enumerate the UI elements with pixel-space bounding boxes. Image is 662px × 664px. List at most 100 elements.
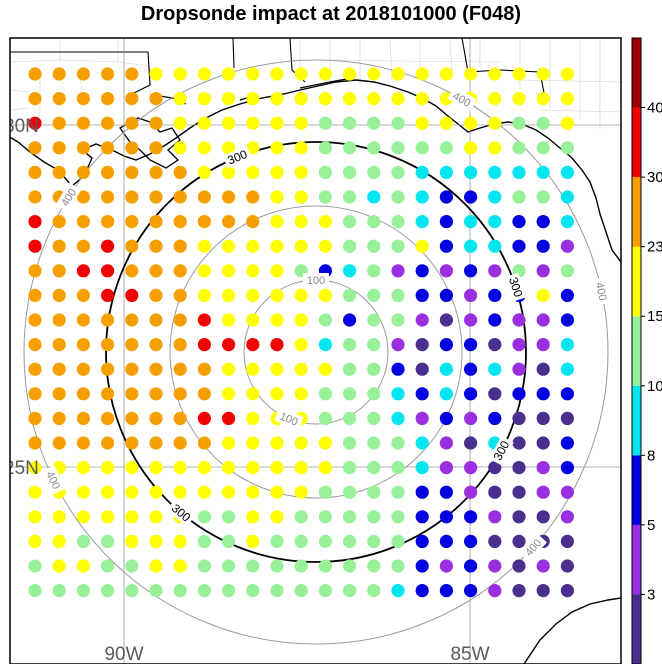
colorbar-label: 3 bbox=[647, 586, 655, 603]
impact-dot bbox=[101, 411, 115, 425]
impact-dot bbox=[488, 485, 502, 499]
impact-dot bbox=[367, 534, 381, 549]
impact-dot bbox=[391, 116, 405, 130]
impact-dot bbox=[101, 362, 115, 376]
impact-dot bbox=[415, 362, 429, 376]
impact-dot bbox=[367, 215, 381, 229]
impact-dot bbox=[28, 313, 42, 327]
impact-dot bbox=[52, 534, 66, 549]
impact-dot bbox=[439, 362, 453, 376]
impact-dot bbox=[173, 141, 187, 155]
impact-dot bbox=[560, 485, 575, 499]
impact-dot bbox=[512, 584, 526, 598]
impact-dot bbox=[173, 411, 187, 425]
impact-dot bbox=[439, 288, 453, 302]
impact-dot bbox=[149, 190, 163, 204]
impact-dot bbox=[343, 215, 357, 229]
impact-dot bbox=[149, 116, 163, 130]
impact-dot bbox=[246, 264, 260, 278]
impact-dot bbox=[270, 559, 284, 573]
impact-dot bbox=[101, 387, 115, 401]
impact-dot bbox=[52, 362, 66, 376]
impact-dot bbox=[367, 559, 381, 573]
impact-dot bbox=[76, 165, 90, 179]
impact-dot bbox=[343, 534, 357, 549]
impact-dot bbox=[28, 411, 42, 425]
impact-dot bbox=[76, 190, 90, 204]
impact-dot bbox=[28, 436, 42, 450]
impact-dot bbox=[149, 362, 163, 376]
impact-dot bbox=[197, 584, 211, 598]
impact-dot bbox=[294, 116, 308, 130]
impact-dot bbox=[76, 411, 90, 425]
impact-dot bbox=[173, 116, 187, 130]
impact-dot bbox=[222, 165, 236, 179]
impact-dot bbox=[415, 387, 429, 401]
ring-label-bg bbox=[166, 499, 196, 527]
impact-dot bbox=[149, 411, 163, 425]
impact-dot bbox=[512, 362, 526, 376]
impact-dot bbox=[125, 559, 139, 573]
impact-dot bbox=[343, 338, 357, 352]
impact-dot bbox=[415, 116, 429, 130]
impact-dot bbox=[415, 461, 429, 475]
impact-dot bbox=[173, 67, 187, 81]
impact-dot bbox=[270, 264, 284, 278]
impact-dot bbox=[28, 485, 42, 499]
impact-dot bbox=[125, 288, 139, 302]
impact-dot bbox=[318, 485, 332, 499]
impact-dot bbox=[52, 436, 66, 450]
impact-dot bbox=[52, 116, 66, 130]
impact-dot bbox=[464, 165, 478, 179]
impact-dot bbox=[222, 485, 236, 499]
colorbar-label: 10 bbox=[647, 378, 662, 395]
impact-dot bbox=[512, 190, 526, 204]
impact-dot bbox=[294, 190, 308, 204]
impact-dot bbox=[560, 436, 575, 450]
impact-dot bbox=[439, 387, 453, 401]
impact-dot bbox=[246, 436, 260, 450]
impact-dot bbox=[294, 215, 308, 229]
impact-dot bbox=[197, 116, 211, 130]
impact-dot bbox=[367, 67, 381, 81]
impact-dot bbox=[28, 559, 42, 573]
impact-dot bbox=[464, 264, 478, 278]
ring-label: 300 bbox=[506, 275, 526, 299]
impact-dot bbox=[343, 387, 357, 401]
impact-dot bbox=[415, 165, 429, 179]
impact-dot bbox=[28, 67, 42, 81]
impact-dot bbox=[391, 362, 405, 376]
impact-dot bbox=[270, 436, 284, 450]
impact-dot bbox=[52, 411, 66, 425]
impact-dot bbox=[560, 92, 575, 106]
impact-dot bbox=[222, 141, 236, 155]
impact-dot bbox=[294, 313, 308, 327]
impact-dot bbox=[125, 141, 139, 155]
impact-dot bbox=[439, 584, 453, 598]
impact-dot bbox=[464, 411, 478, 425]
impact-dot bbox=[343, 510, 357, 524]
impact-dot bbox=[391, 165, 405, 179]
impact-dot bbox=[101, 165, 115, 179]
impact-dot bbox=[173, 387, 187, 401]
longitude-label: 90W bbox=[104, 644, 143, 664]
impact-dot bbox=[391, 461, 405, 475]
impact-dot bbox=[76, 584, 90, 598]
impact-dot bbox=[343, 362, 357, 376]
impact-dot bbox=[536, 141, 550, 155]
impact-dot bbox=[173, 239, 187, 253]
impact-dot bbox=[488, 510, 502, 524]
impact-dot bbox=[391, 510, 405, 524]
ring-label: 100 bbox=[307, 275, 325, 287]
impact-dot bbox=[415, 436, 429, 450]
impact-dot bbox=[391, 411, 405, 425]
impact-dot bbox=[318, 116, 332, 130]
impact-dot bbox=[173, 436, 187, 450]
impact-dot bbox=[464, 534, 478, 549]
impact-dot bbox=[512, 411, 526, 425]
impact-dot bbox=[560, 215, 575, 229]
impact-dot bbox=[149, 313, 163, 327]
impact-dot bbox=[512, 313, 526, 327]
impact-dot bbox=[367, 92, 381, 106]
impact-dot bbox=[439, 67, 453, 81]
